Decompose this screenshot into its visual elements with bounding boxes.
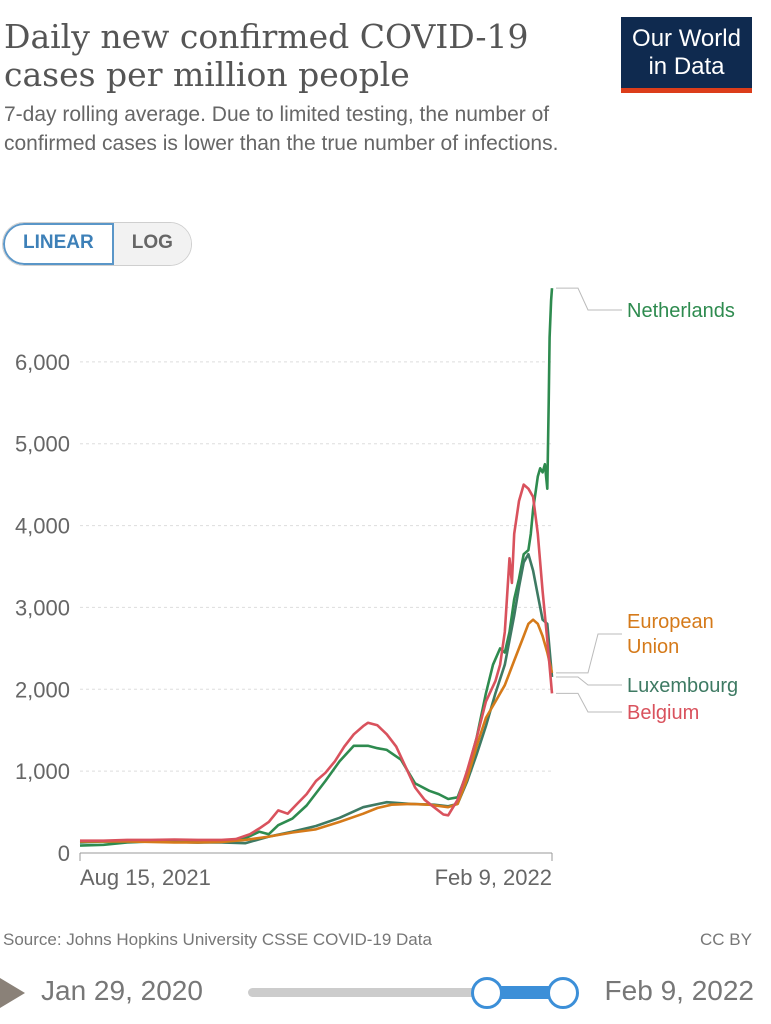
y-tick-label: 2,000	[15, 677, 70, 702]
timeline-start-date: Jan 29, 2020	[41, 975, 203, 1006]
legend-connector-luxembourg	[556, 676, 622, 686]
y-tick-label: 1,000	[15, 759, 70, 784]
legend-label-luxembourg: Luxembourg	[627, 675, 738, 697]
series-line-luxembourg	[79, 552, 554, 845]
y-tick-label: 6,000	[15, 350, 70, 375]
timeline-end-date: Feb 9, 2022	[604, 975, 754, 1006]
legend-label-european-union-line2: Union	[627, 636, 679, 658]
chart-title: Daily new confirmed COVID-19 cases per m…	[4, 17, 529, 94]
license-link[interactable]: CC BY	[700, 930, 752, 949]
legend-label-european-union-line1: European	[627, 611, 714, 633]
timeline-selected-range[interactable]	[486, 986, 563, 999]
owid-logo[interactable]: Our World in Data	[621, 17, 752, 93]
legend-connector-netherlands	[556, 287, 622, 311]
timeline-end-handle[interactable]	[547, 977, 579, 1009]
chart-subtitle: 7-day rolling average. Due to limited te…	[4, 103, 559, 155]
x-tick-label: Aug 15, 2021	[80, 865, 211, 890]
play-icon[interactable]	[0, 978, 25, 1008]
series-line-european-union	[80, 618, 554, 844]
y-tick-label: 4,000	[15, 514, 70, 539]
scale-toggle: LINEAR LOG	[2, 222, 192, 266]
legend-connector-belgium	[556, 692, 622, 713]
x-tick-label: Feb 9, 2022	[435, 865, 552, 890]
legend-label-belgium: Belgium	[627, 702, 699, 724]
legend-connector-european-union	[556, 633, 622, 674]
y-tick-label: 5,000	[15, 432, 70, 457]
source-note[interactable]: Source: Johns Hopkins University CSSE CO…	[3, 930, 432, 949]
series-line-belgium	[80, 483, 554, 842]
logo-line-2: in Data	[648, 53, 725, 80]
y-tick-label: 3,000	[15, 595, 70, 620]
y-tick-label: 0	[58, 841, 70, 866]
timeline-start-handle[interactable]	[471, 977, 503, 1009]
logo-line-1: Our World	[632, 25, 741, 52]
linear-scale-button[interactable]: LINEAR	[3, 223, 114, 265]
series-line-netherlands	[79, 288, 554, 847]
log-scale-button[interactable]: LOG	[113, 223, 191, 265]
legend-label-netherlands: Netherlands	[627, 300, 735, 322]
timeline-track[interactable]	[248, 988, 562, 997]
line-chart: 0 1,000 2,000 3,000 4,000 5,000 6,000 Aug 15, 2…	[15, 287, 738, 890]
